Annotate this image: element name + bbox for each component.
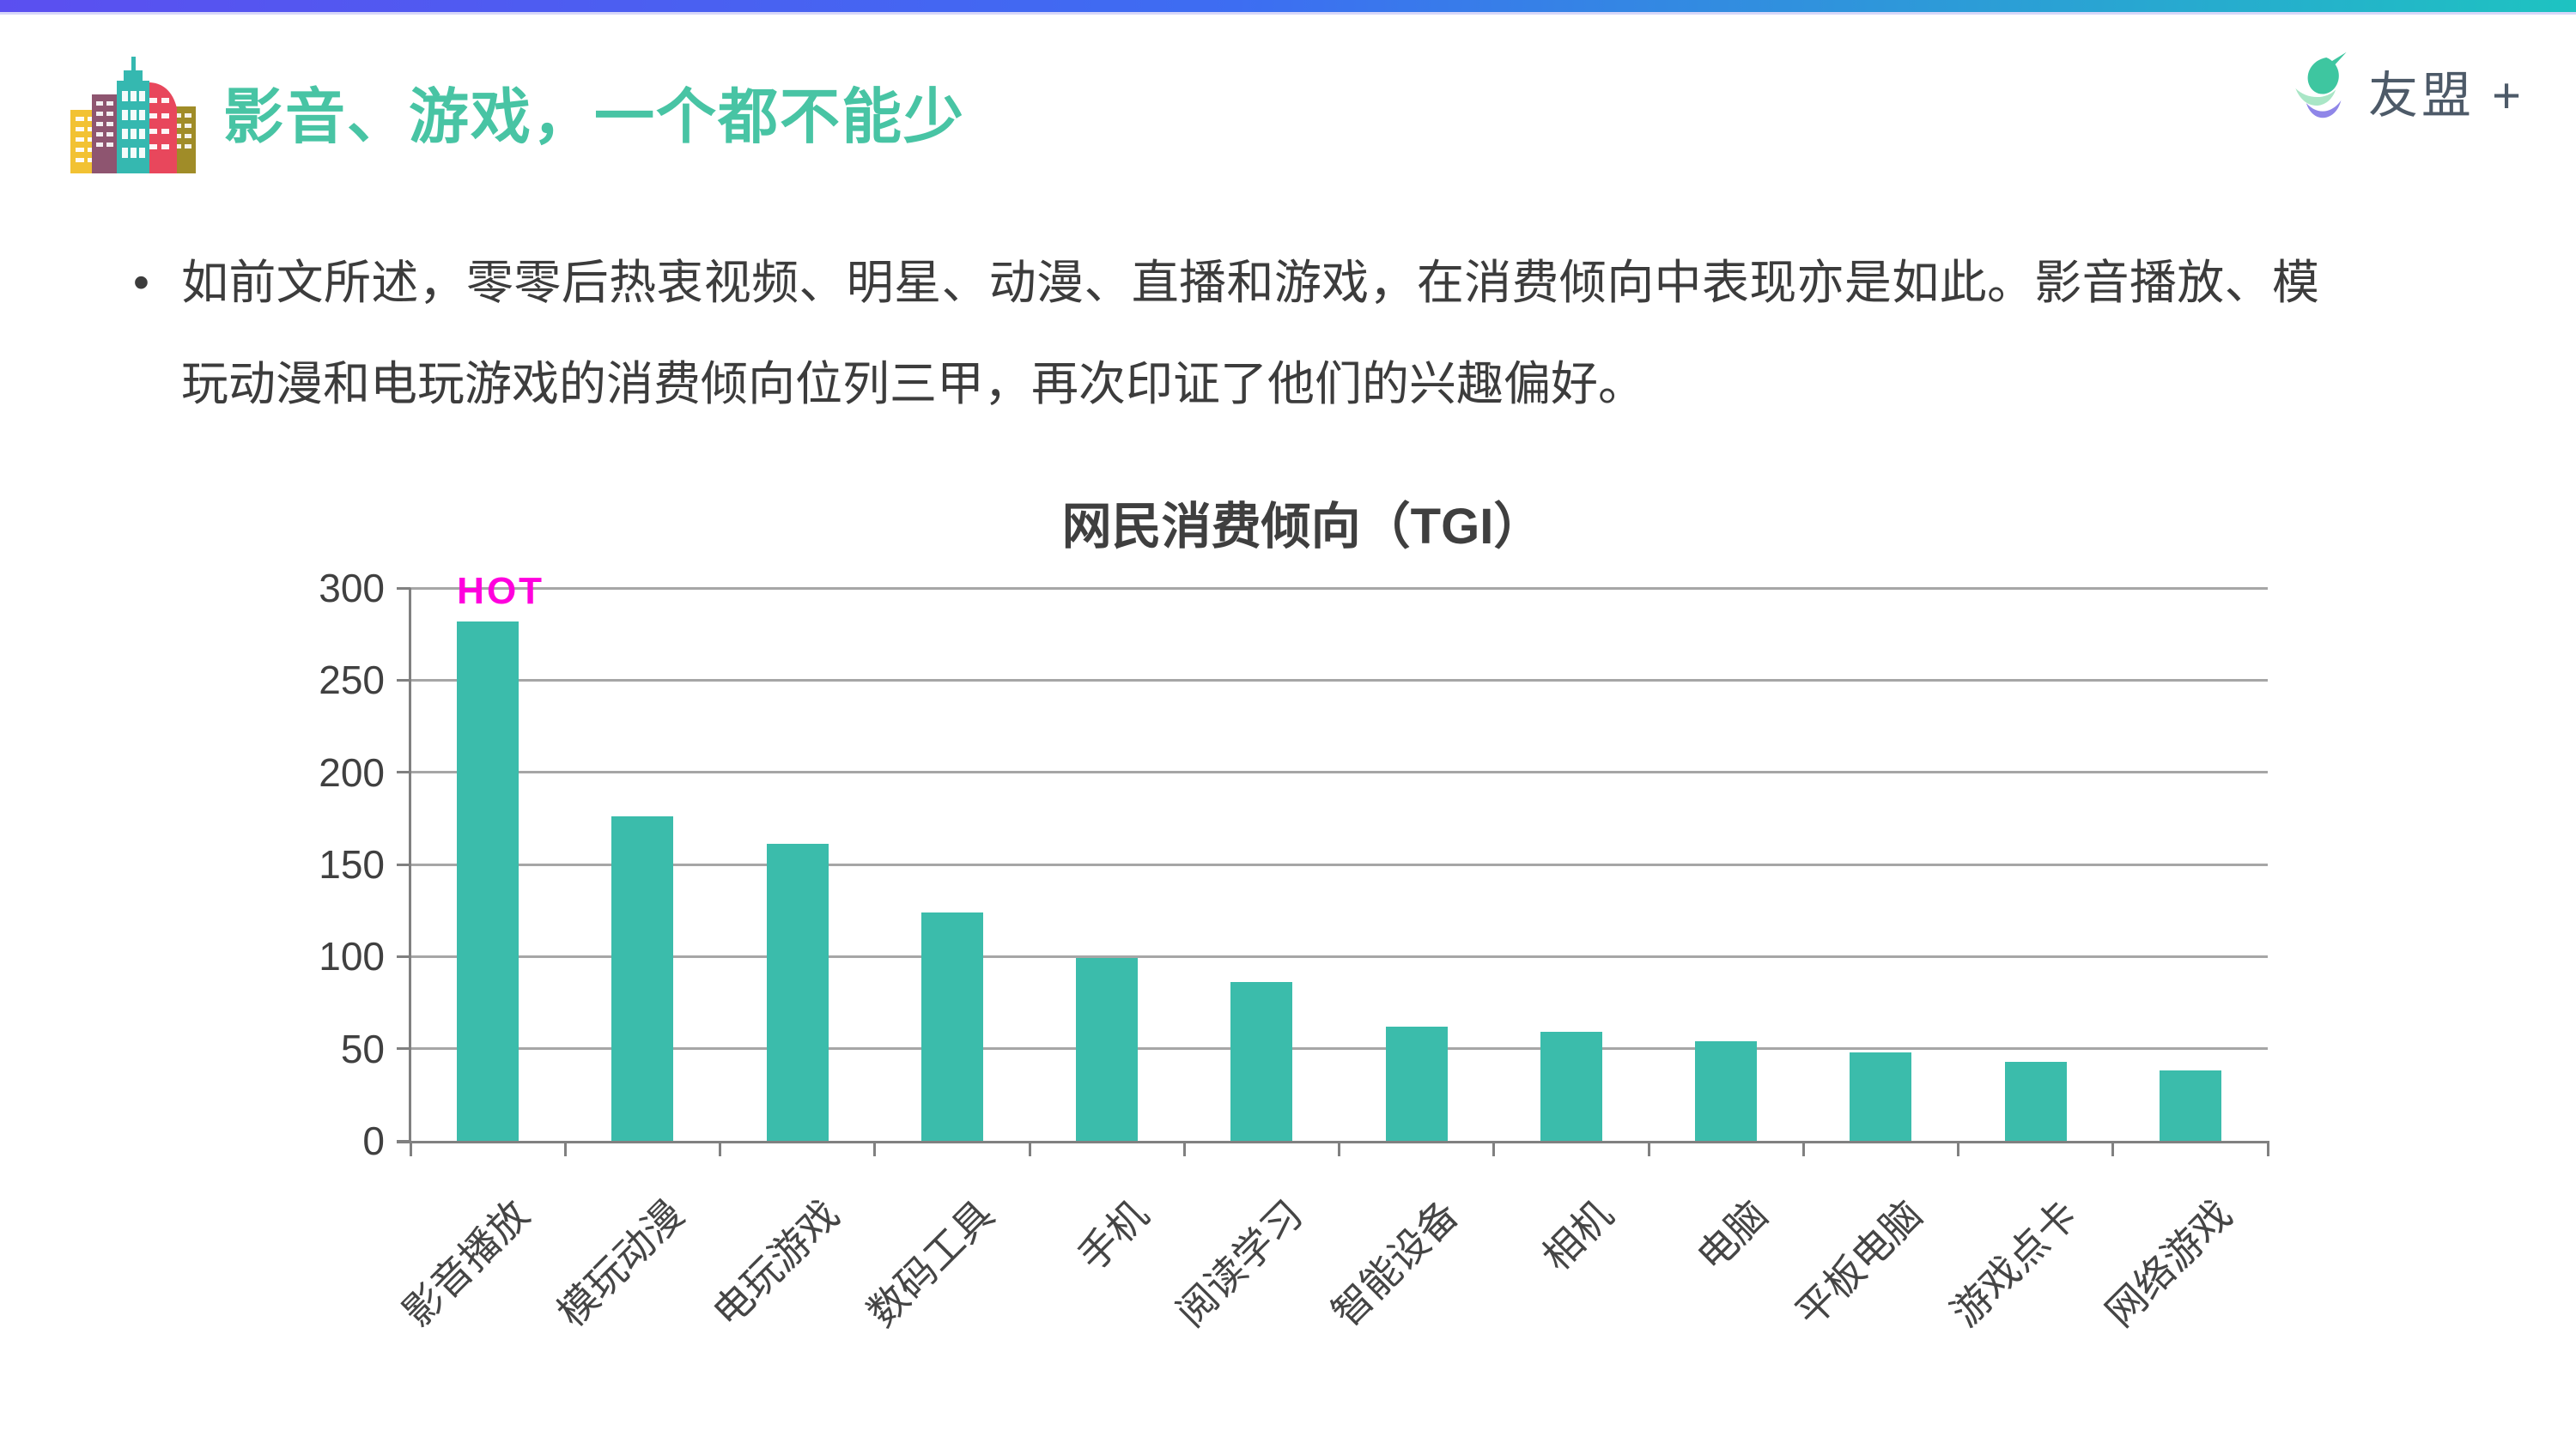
bar	[920, 912, 983, 1141]
x-axis-tick	[1338, 1141, 1340, 1156]
x-axis-tick	[2266, 1141, 2269, 1156]
y-axis-tick-label: 250	[319, 658, 385, 703]
grid-line	[410, 955, 2268, 958]
umeng-logo-text: 友盟 +	[2368, 68, 2524, 124]
bar	[611, 816, 674, 1141]
bar	[457, 621, 519, 1141]
x-axis-tick	[873, 1141, 877, 1156]
bar	[1076, 958, 1139, 1141]
bar	[1540, 1032, 1602, 1141]
x-axis-tick	[1957, 1141, 1959, 1156]
grid-line	[410, 586, 2268, 590]
bar	[1385, 1026, 1448, 1141]
x-axis-line	[397, 1141, 2269, 1143]
bar	[766, 844, 829, 1141]
header: 影音、游戏，一个都不能少	[69, 57, 965, 177]
bar	[2004, 1061, 2067, 1141]
x-axis-tick	[719, 1141, 721, 1156]
bar	[1850, 1052, 1912, 1141]
umeng-bird-icon	[2295, 52, 2347, 118]
bar	[2159, 1070, 2221, 1141]
y-axis-line	[409, 588, 411, 1141]
y-axis-tick	[397, 586, 410, 590]
bar	[1230, 982, 1293, 1141]
x-category-label: 网络游戏	[1935, 1191, 2240, 1335]
bar	[1695, 1041, 1758, 1141]
grid-line	[410, 678, 2268, 682]
y-axis-tick	[397, 863, 410, 866]
grid-line	[410, 863, 2268, 866]
hot-annotation: HOT	[457, 570, 545, 612]
y-axis-tick	[397, 771, 410, 774]
x-axis-tick	[1801, 1141, 1805, 1156]
x-axis-tick	[1492, 1141, 1496, 1156]
y-axis-tick-label: 0	[362, 1119, 385, 1163]
y-axis-tick	[397, 955, 410, 958]
y-axis-tick-label: 200	[319, 749, 385, 795]
page-title: 影音、游戏，一个都不能少	[223, 83, 965, 150]
x-axis-tick	[2111, 1141, 2115, 1156]
bullet-text: 如前文所述，零零后热衷视频、明星、动漫、直播和游戏，在消费倾向中表现亦是如此。影…	[181, 256, 2319, 410]
x-axis-tick	[563, 1141, 567, 1156]
grid-line	[410, 1047, 2268, 1051]
y-axis-tick-label: 150	[319, 842, 385, 887]
y-axis-tick	[397, 678, 410, 682]
y-axis-tick	[397, 1047, 410, 1051]
x-axis-tick	[1647, 1141, 1650, 1156]
umeng-logo: 友盟 +	[2287, 45, 2524, 137]
y-axis-tick-label: 100	[319, 934, 385, 979]
x-axis-tick	[409, 1141, 412, 1156]
x-axis-tick	[1182, 1141, 1186, 1156]
city-skyline-icon	[70, 57, 196, 173]
y-axis-tick-label: 300	[319, 566, 385, 610]
y-axis-tick-label: 50	[340, 1026, 385, 1071]
top-gradient-bar	[0, 0, 2576, 12]
chart-title: 网民消费倾向（TGI）	[1061, 499, 1544, 555]
bullet-paragraph: • 如前文所述，零零后热衷视频、明星、动漫、直播和游戏，在消费倾向中表现亦是如此…	[133, 232, 2417, 434]
bullet-marker: •	[133, 257, 149, 308]
x-axis-tick	[1028, 1141, 1031, 1156]
x-category-label-text: 网络游戏	[2097, 1191, 2240, 1336]
grid-line	[410, 771, 2268, 774]
